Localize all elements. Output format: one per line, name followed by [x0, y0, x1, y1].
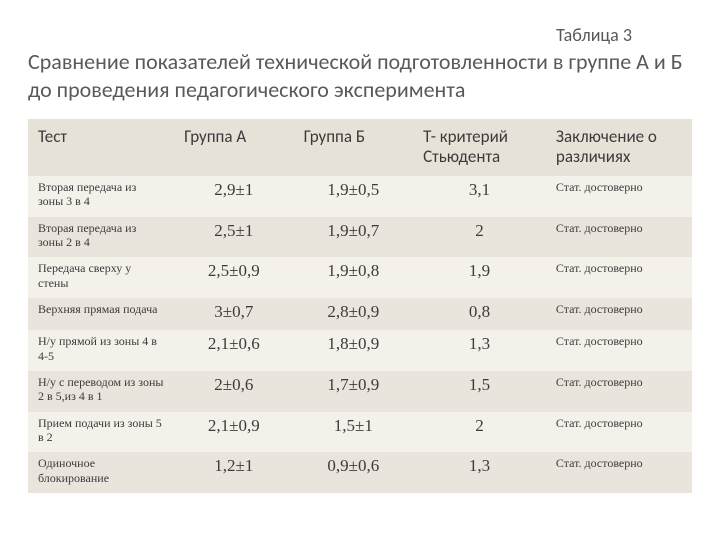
col-header-test: Тест: [28, 119, 174, 176]
cell-test-name: Одиночное блокирование: [28, 452, 174, 493]
table-row: Н/у с переводом из зоны 2 в 5,из 4 в 12±…: [28, 371, 692, 412]
table-header-row: Тест Группа А Группа Б Т- критерий Стьюд…: [28, 119, 692, 176]
cell-test-name: Вторая передача из зоны 3 в 4: [28, 176, 174, 217]
cell-t-criterion: 0,8: [413, 298, 546, 330]
cell-conclusion: Стат. достоверно: [546, 176, 692, 217]
table-number-label: Таблица 3: [28, 24, 692, 46]
col-header-conclusion: Заключение о различиях: [546, 119, 692, 176]
cell-t-criterion: 1,5: [413, 371, 546, 412]
col-header-group-a: Группа А: [174, 119, 294, 176]
cell-t-criterion: 3,1: [413, 176, 546, 217]
table-row: Прием подачи из зоны 5 в 22,1±0,91,5±12С…: [28, 412, 692, 453]
slide-title: Сравнение показателей технической подгот…: [28, 48, 692, 103]
cell-group-b: 1,9±0,7: [294, 217, 414, 258]
cell-group-b: 0,9±0,6: [294, 452, 414, 493]
cell-t-criterion: 2: [413, 412, 546, 453]
cell-conclusion: Стат. достоверно: [546, 371, 692, 412]
cell-group-b: 2,8±0,9: [294, 298, 414, 330]
cell-group-a: 2,9±1: [174, 176, 294, 217]
cell-test-name: Н/у прямой из зоны 4 в 4-5: [28, 330, 174, 371]
slide: Таблица 3 Сравнение показателей техничес…: [0, 0, 720, 540]
cell-test-name: Верхняя прямая подача: [28, 298, 174, 330]
comparison-table: Тест Группа А Группа Б Т- критерий Стьюд…: [28, 119, 692, 493]
cell-group-a: 2,1±0,9: [174, 412, 294, 453]
cell-group-a: 2,5±1: [174, 217, 294, 258]
cell-group-a: 2±0,6: [174, 371, 294, 412]
table-row: Верхняя прямая подача3±0,72,8±0,90,8Стат…: [28, 298, 692, 330]
cell-conclusion: Стат. достоверно: [546, 452, 692, 493]
cell-conclusion: Стат. достоверно: [546, 217, 692, 258]
cell-t-criterion: 1,9: [413, 257, 546, 298]
cell-group-a: 2,1±0,6: [174, 330, 294, 371]
table-row: Вторая передача из зоны 3 в 42,9±11,9±0,…: [28, 176, 692, 217]
cell-t-criterion: 2: [413, 217, 546, 258]
cell-group-a: 1,2±1: [174, 452, 294, 493]
col-header-t-criterion: Т- критерий Стьюдента: [413, 119, 546, 176]
cell-group-b: 1,9±0,8: [294, 257, 414, 298]
cell-conclusion: Стат. достоверно: [546, 330, 692, 371]
cell-group-a: 2,5±0,9: [174, 257, 294, 298]
cell-conclusion: Стат. достоверно: [546, 412, 692, 453]
cell-group-a: 3±0,7: [174, 298, 294, 330]
cell-test-name: Передача сверху у стены: [28, 257, 174, 298]
cell-test-name: Н/у с переводом из зоны 2 в 5,из 4 в 1: [28, 371, 174, 412]
cell-t-criterion: 1,3: [413, 452, 546, 493]
cell-group-b: 1,5±1: [294, 412, 414, 453]
table-row: Н/у прямой из зоны 4 в 4-52,1±0,61,8±0,9…: [28, 330, 692, 371]
table-body: Вторая передача из зоны 3 в 42,9±11,9±0,…: [28, 176, 692, 493]
cell-conclusion: Стат. достоверно: [546, 298, 692, 330]
cell-test-name: Прием подачи из зоны 5 в 2: [28, 412, 174, 453]
table-row: Вторая передача из зоны 2 в 42,5±11,9±0,…: [28, 217, 692, 258]
table-row: Передача сверху у стены2,5±0,91,9±0,81,9…: [28, 257, 692, 298]
cell-group-b: 1,8±0,9: [294, 330, 414, 371]
cell-t-criterion: 1,3: [413, 330, 546, 371]
cell-group-b: 1,7±0,9: [294, 371, 414, 412]
cell-test-name: Вторая передача из зоны 2 в 4: [28, 217, 174, 258]
cell-group-b: 1,9±0,5: [294, 176, 414, 217]
cell-conclusion: Стат. достоверно: [546, 257, 692, 298]
table-row: Одиночное блокирование1,2±10,9±0,61,3Ста…: [28, 452, 692, 493]
col-header-group-b: Группа Б: [294, 119, 414, 176]
